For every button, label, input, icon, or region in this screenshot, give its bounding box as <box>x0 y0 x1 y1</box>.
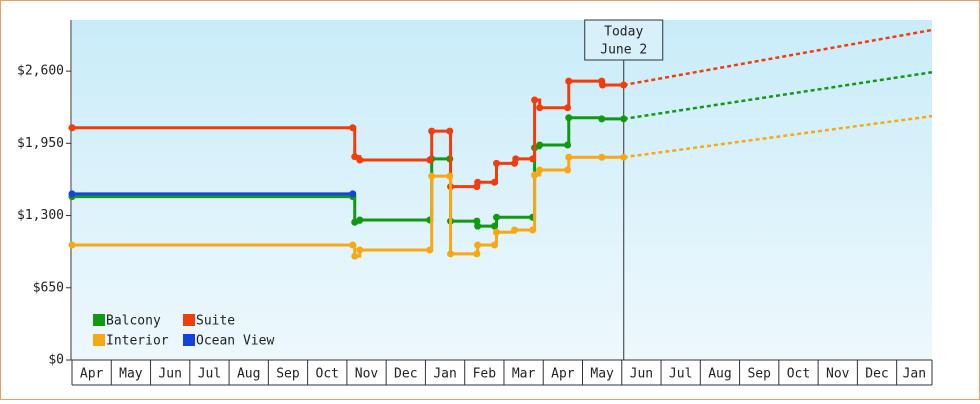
point <box>474 222 482 230</box>
y-tick-label: $1,950 <box>17 136 64 151</box>
today-box <box>584 19 664 61</box>
point <box>426 156 434 164</box>
legend-swatch <box>93 314 105 326</box>
x-tick-label: Jun <box>158 367 181 382</box>
point <box>536 166 544 174</box>
point <box>493 159 501 167</box>
legend-label: Balcony <box>106 314 161 329</box>
point <box>351 252 359 260</box>
point <box>599 81 607 89</box>
forecast-line <box>623 70 933 121</box>
x-tick-label: May <box>590 367 614 382</box>
forecast-line <box>623 28 933 87</box>
point <box>565 153 573 161</box>
point <box>620 115 628 123</box>
point <box>536 141 544 149</box>
point <box>474 178 482 186</box>
point <box>529 226 537 234</box>
point <box>564 104 572 112</box>
x-tick-label: Aug <box>708 367 731 382</box>
y-tick-label: $1,300 <box>17 208 64 223</box>
point <box>356 246 364 254</box>
x-tick-label: May <box>119 367 143 382</box>
point <box>620 81 628 89</box>
point <box>564 141 572 149</box>
legend-swatch <box>183 334 195 346</box>
point <box>351 153 359 161</box>
point <box>473 250 481 258</box>
point <box>349 241 357 249</box>
forecast-line <box>623 114 933 159</box>
point <box>491 178 499 186</box>
point <box>349 190 357 198</box>
x-tick-label: Nov <box>355 367 379 382</box>
point <box>426 246 434 254</box>
point <box>598 153 606 161</box>
point <box>356 216 364 224</box>
x-tick-label: Sep <box>276 367 300 382</box>
point <box>512 155 520 163</box>
point <box>349 124 357 132</box>
x-tick-label: Jul <box>198 367 221 382</box>
legend-label: Interior <box>106 334 169 349</box>
point <box>598 115 606 123</box>
y-tick-label: $2,600 <box>17 64 64 79</box>
y-tick-label: $0 <box>48 353 64 368</box>
y-tick-label: $650 <box>33 280 64 295</box>
point <box>529 155 537 163</box>
x-tick-label: Apr <box>551 367 575 382</box>
point <box>536 104 544 112</box>
legend-label: Ocean View <box>196 334 274 349</box>
x-tick-label: Oct <box>787 367 810 382</box>
legend-swatch <box>183 314 195 326</box>
today-label: Today <box>604 25 643 40</box>
point <box>446 172 454 180</box>
x-tick-label: Jan <box>433 367 456 382</box>
x-tick-label: Oct <box>316 367 339 382</box>
x-tick-label: Dec <box>865 367 888 382</box>
point <box>493 228 501 236</box>
x-tick-label: Apr <box>80 367 104 382</box>
point <box>68 190 76 198</box>
today-label: June 2 <box>600 43 647 58</box>
x-tick-label: Aug <box>237 367 260 382</box>
point <box>620 153 628 161</box>
point <box>531 96 539 104</box>
point <box>474 241 482 249</box>
point <box>428 172 436 180</box>
legend-label: Suite <box>196 314 235 329</box>
point <box>68 241 76 249</box>
x-tick-label: Nov <box>826 367 850 382</box>
point <box>491 222 499 230</box>
point <box>68 124 76 132</box>
point <box>493 213 501 221</box>
point <box>446 127 454 135</box>
point <box>564 166 572 174</box>
x-tick-label: Sep <box>747 367 771 382</box>
x-tick-label: Mar <box>512 367 536 382</box>
plot-area <box>72 20 932 360</box>
point <box>356 156 364 164</box>
x-tick-label: Jun <box>630 367 653 382</box>
x-tick-label: Dec <box>394 367 417 382</box>
x-tick-label: Jul <box>669 367 692 382</box>
point <box>447 250 455 258</box>
point <box>491 241 499 249</box>
point <box>531 171 539 179</box>
point <box>565 77 573 85</box>
x-tick-label: Jan <box>903 367 926 382</box>
point <box>428 127 436 135</box>
point <box>565 114 573 122</box>
x-tick-label: Feb <box>473 367 497 382</box>
point <box>511 226 519 234</box>
legend-swatch <box>93 334 105 346</box>
